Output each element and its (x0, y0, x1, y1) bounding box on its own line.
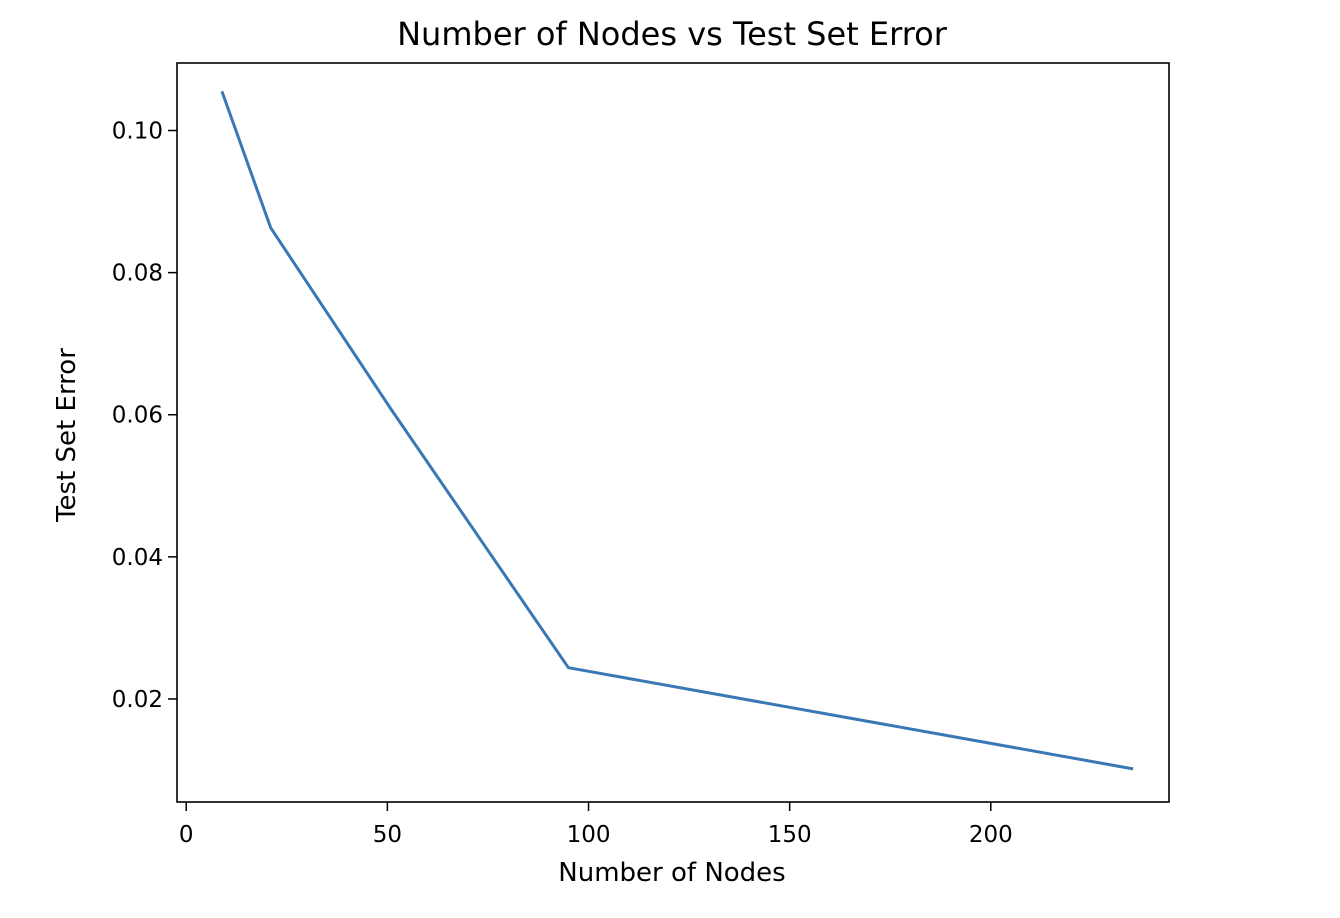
x-tick-label: 150 (768, 822, 812, 848)
x-axis-label: Number of Nodes (558, 858, 785, 888)
y-tick-label: 0.08 (112, 261, 163, 287)
y-tick-label: 0.06 (112, 403, 163, 429)
x-tick-label: 200 (969, 822, 1013, 848)
x-tick-label: 0 (179, 822, 194, 848)
y-tick-label: 0.04 (112, 545, 163, 571)
x-tick-label: 100 (567, 822, 611, 848)
plot-frame (176, 62, 1170, 803)
y-tick-label: 0.02 (112, 687, 163, 713)
series-line-0 (220, 90, 1134, 771)
series-layer (220, 90, 1134, 771)
axis-ticks: 0 50 100 150 200 0.02 0.04 0.06 0.08 0.10 (112, 119, 1013, 848)
x-tick-label: 50 (373, 822, 402, 848)
y-axis-label: Test Set Error (52, 348, 82, 523)
y-tick-label: 0.10 (112, 119, 163, 145)
chart-title: Number of Nodes vs Test Set Error (397, 15, 948, 53)
